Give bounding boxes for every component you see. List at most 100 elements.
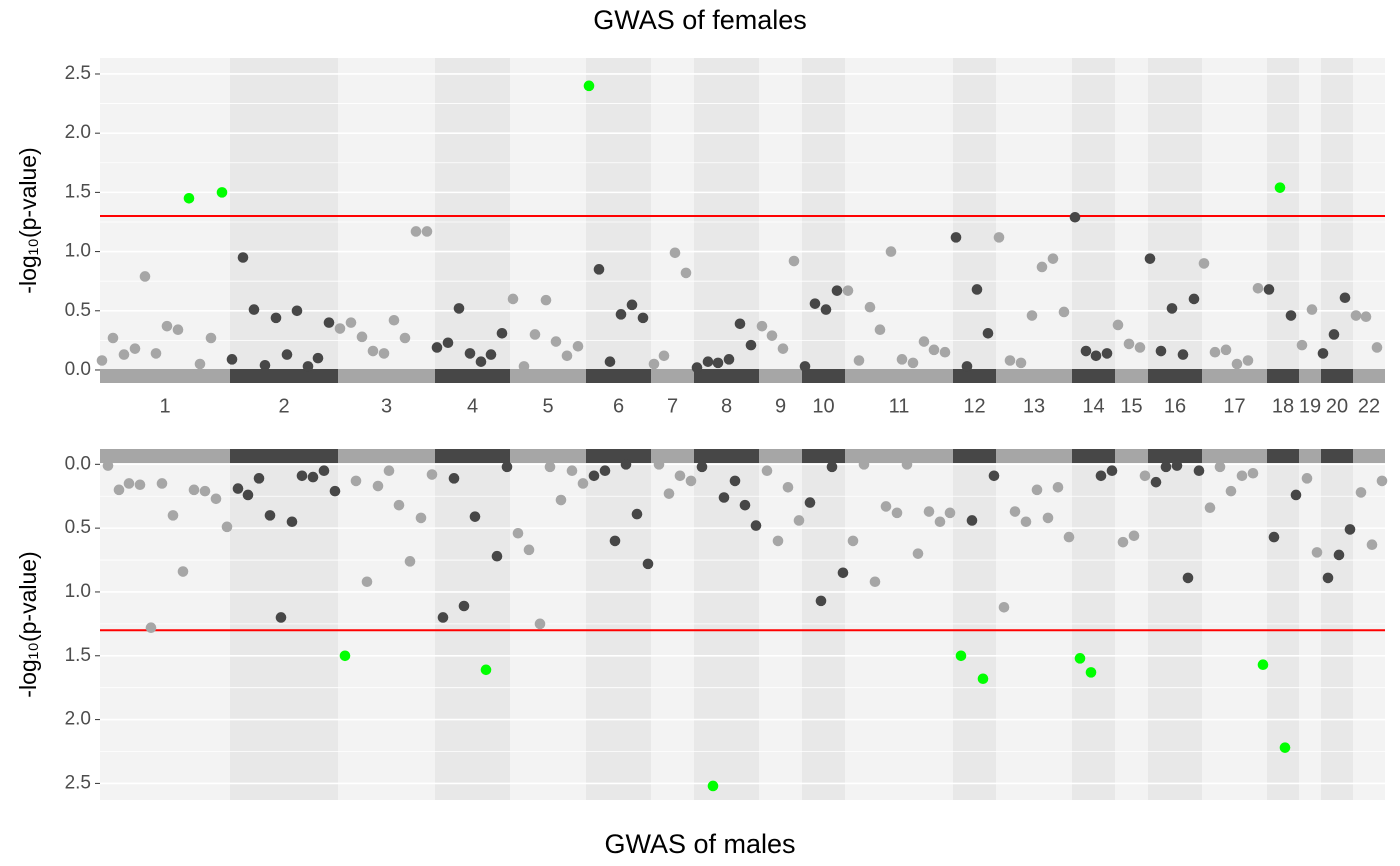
point	[102, 460, 114, 471]
point	[815, 595, 827, 607]
point	[253, 473, 265, 484]
y-tick-label: 1.5	[65, 181, 91, 202]
chromosome-strip	[435, 369, 510, 383]
point	[378, 348, 390, 359]
point	[544, 461, 556, 473]
point	[696, 461, 708, 473]
point	[399, 332, 411, 344]
point	[393, 499, 405, 511]
point	[1322, 572, 1334, 584]
point	[550, 336, 562, 347]
point	[837, 567, 849, 579]
y-axis-label: -log₁₀(p-value)	[15, 147, 41, 293]
chromosome-band	[230, 449, 338, 800]
point	[242, 489, 254, 501]
point	[458, 600, 470, 612]
point	[291, 305, 303, 317]
point	[139, 271, 151, 282]
chromosome-strip	[759, 449, 802, 463]
point	[491, 550, 503, 562]
point	[205, 332, 217, 344]
point	[1344, 524, 1356, 535]
x-tick-label: 10	[812, 395, 834, 417]
point	[404, 556, 416, 567]
point	[118, 349, 130, 360]
point	[1090, 350, 1102, 362]
chromosome-strip	[586, 449, 651, 463]
chromosome-strip	[586, 369, 651, 383]
point	[901, 459, 913, 470]
point	[653, 459, 665, 470]
point	[534, 618, 546, 630]
chromosome-strip	[845, 369, 953, 383]
point	[750, 520, 762, 531]
point	[329, 485, 341, 497]
point	[421, 226, 433, 237]
x-tick-label: 15	[1120, 395, 1142, 417]
chromosome-band	[586, 449, 651, 800]
point	[599, 465, 611, 476]
point	[1263, 284, 1275, 295]
chromosome-strip	[1072, 369, 1115, 383]
point	[593, 264, 605, 275]
chromosome-band	[1148, 58, 1202, 383]
point	[691, 362, 703, 373]
point	[1360, 311, 1372, 322]
point	[507, 293, 519, 305]
point	[1080, 345, 1092, 357]
chromosome-band	[586, 58, 651, 383]
point	[415, 512, 427, 524]
point	[998, 601, 1010, 613]
point	[642, 558, 654, 570]
point	[971, 284, 983, 295]
point	[410, 226, 422, 237]
point	[281, 349, 293, 360]
point	[804, 497, 816, 508]
chromosome-band	[953, 449, 996, 800]
point	[934, 516, 946, 528]
point	[437, 612, 449, 623]
point	[988, 470, 1000, 482]
x-tick-label: 17	[1223, 395, 1245, 417]
chromosome-strip	[1353, 449, 1385, 463]
point	[518, 361, 530, 372]
point	[161, 320, 173, 332]
point	[475, 356, 487, 367]
point	[1085, 667, 1097, 678]
point	[177, 566, 189, 577]
point	[264, 510, 276, 521]
point	[156, 478, 168, 489]
chart-title: GWAS of males	[604, 829, 795, 859]
chromosome-strip	[338, 449, 435, 463]
point	[1095, 470, 1107, 482]
chromosome-strip	[1072, 449, 1115, 463]
chromosome-strip	[100, 369, 230, 383]
point	[1220, 344, 1232, 356]
point	[566, 465, 578, 476]
point	[555, 494, 567, 506]
chromosome-strip	[802, 449, 845, 463]
point	[950, 232, 962, 243]
point	[226, 354, 238, 365]
point	[145, 622, 157, 633]
point	[588, 470, 600, 482]
y-axis-label: -log₁₀(p-value)	[15, 551, 41, 697]
point	[955, 650, 967, 662]
point	[707, 780, 719, 792]
point	[540, 294, 552, 306]
point	[669, 247, 681, 259]
chromosome-strip	[694, 449, 759, 463]
point	[221, 521, 233, 533]
point	[820, 304, 832, 315]
point	[1182, 572, 1194, 584]
chromosome-strip	[1202, 449, 1267, 463]
y-tick-label: 2.0	[65, 122, 91, 143]
point	[1015, 357, 1027, 369]
point	[1188, 293, 1200, 305]
point	[831, 285, 843, 296]
point	[194, 358, 206, 370]
chromosome-strip	[1299, 449, 1321, 463]
point	[1355, 487, 1367, 498]
point	[183, 193, 195, 204]
